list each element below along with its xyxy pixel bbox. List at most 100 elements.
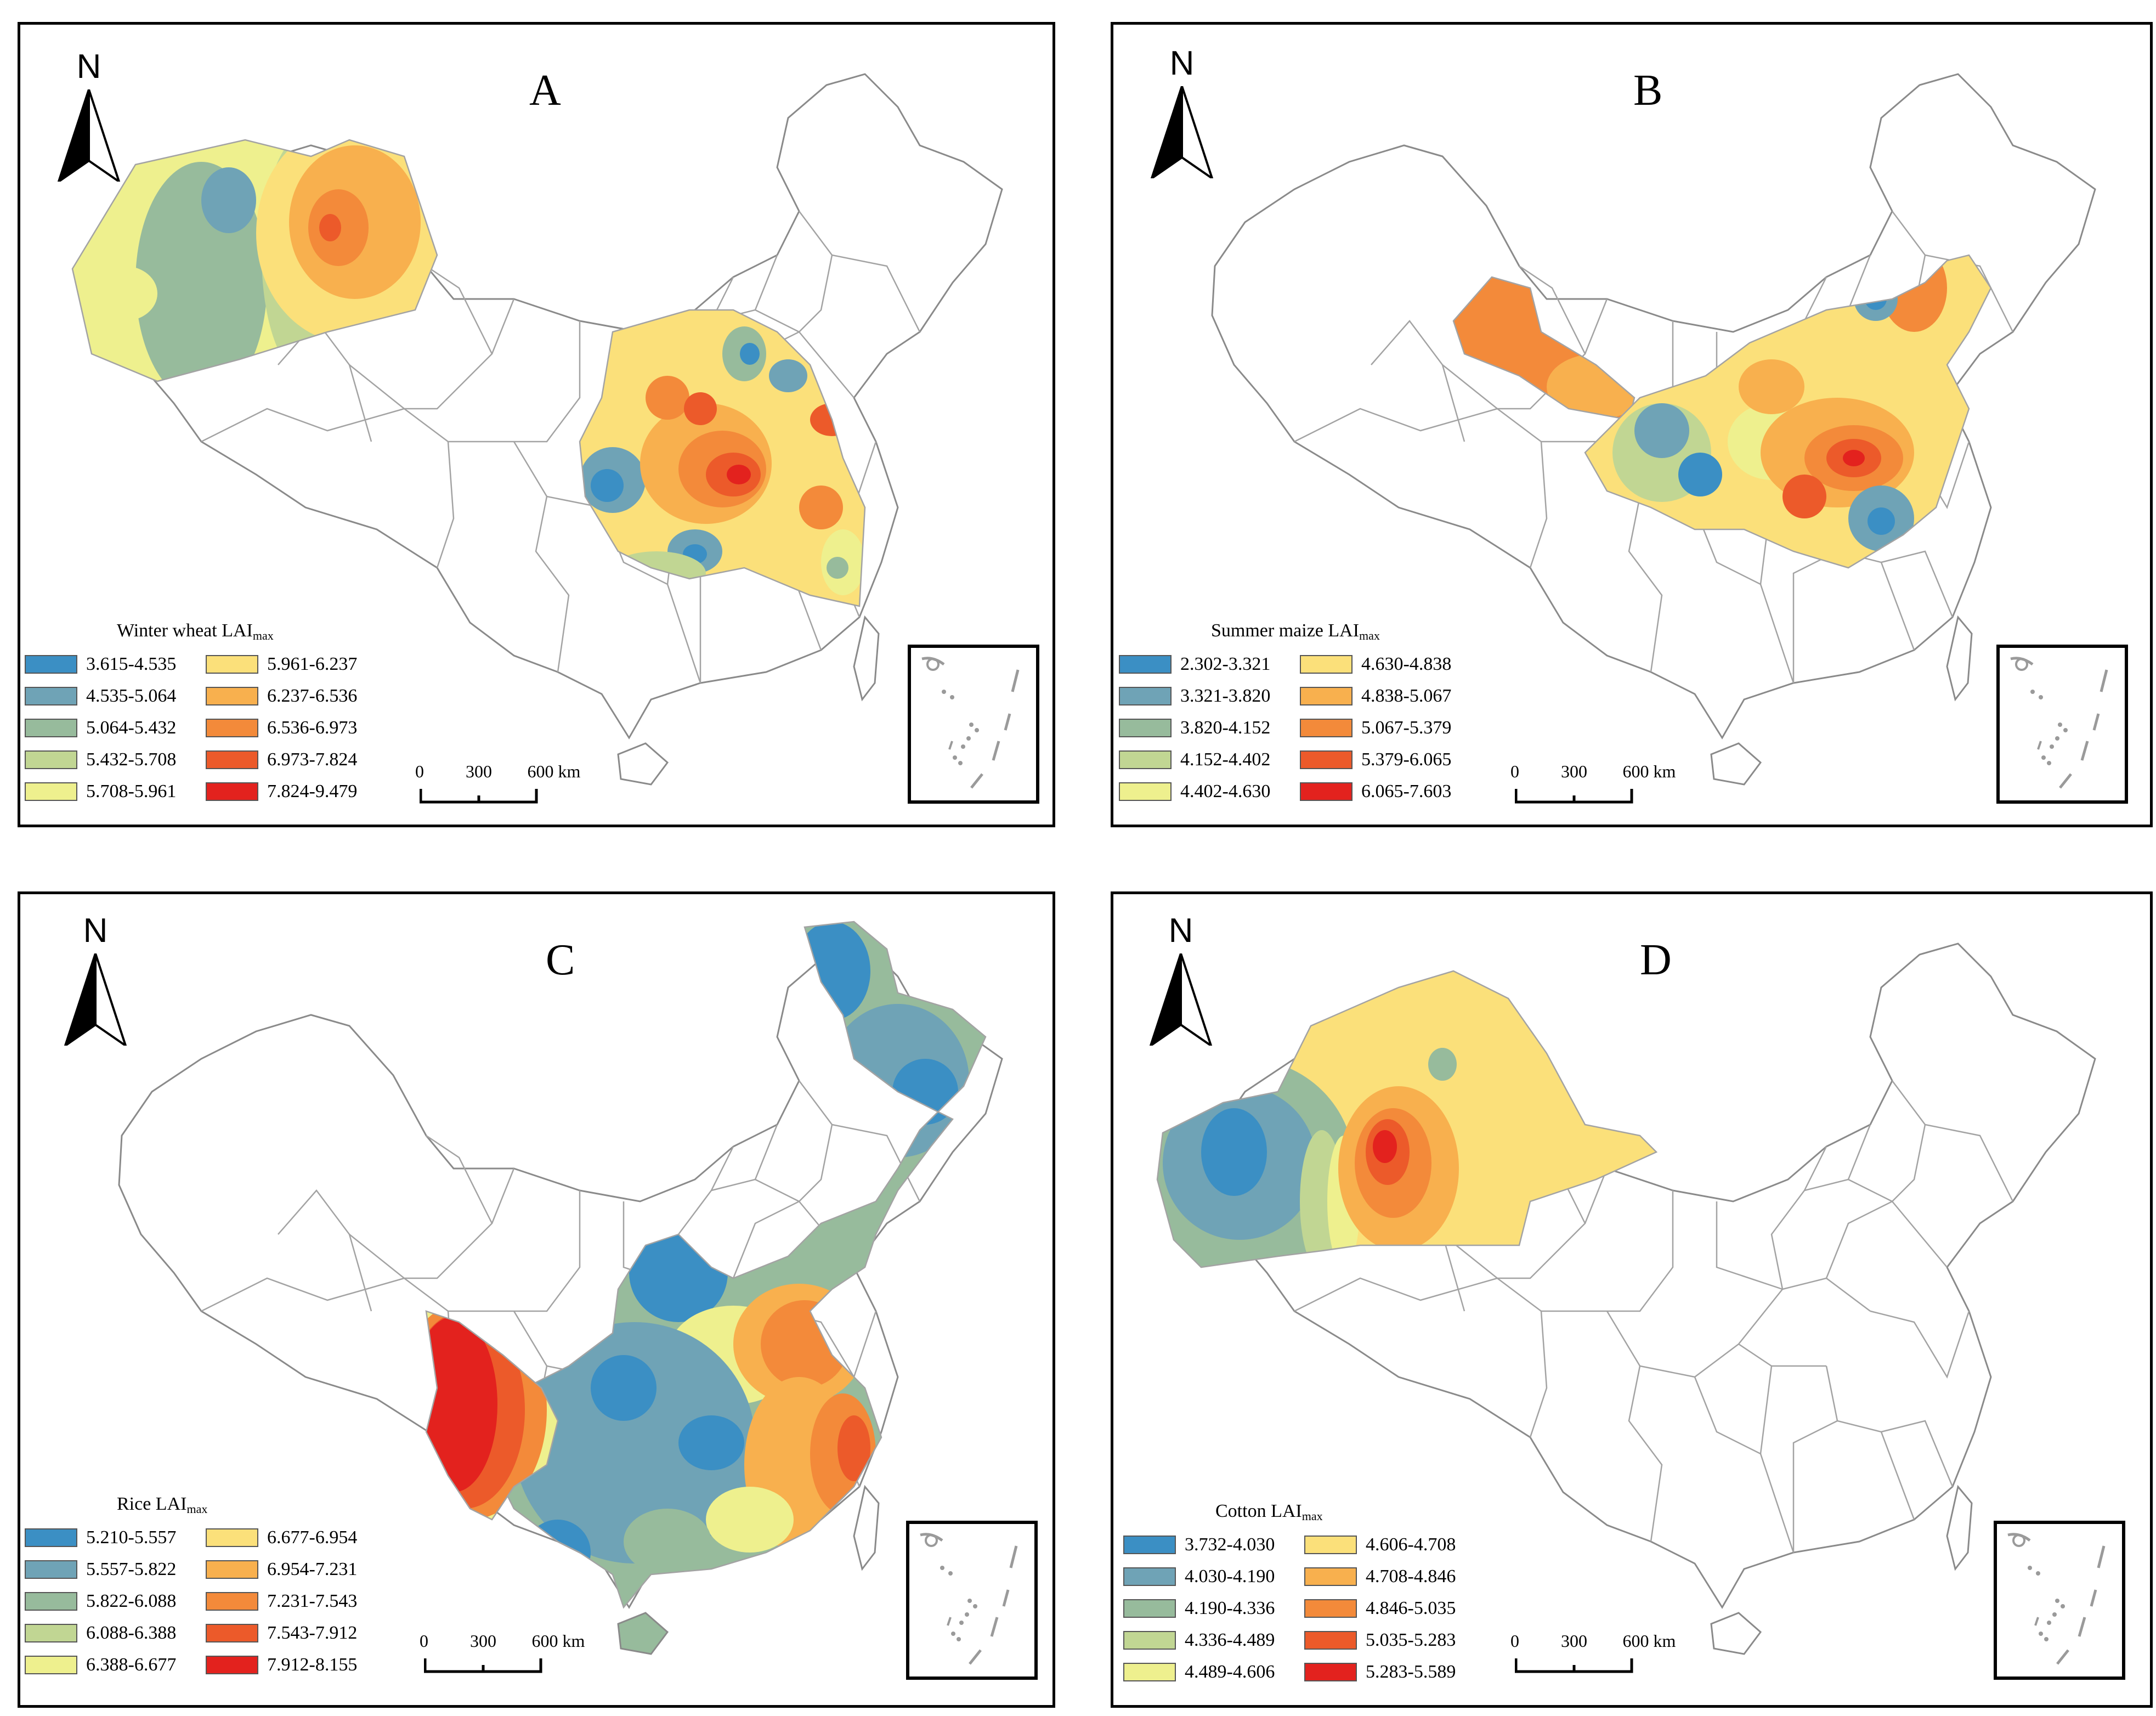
legend-swatch [25, 1624, 77, 1642]
legend-grid: 2.302-3.321 4.630-4.838 3.321-3.820 4.838-5… [1119, 654, 1481, 802]
map-winter-wheat [71, 73, 1003, 786]
legend-item: 6.973-7.824 [206, 749, 387, 770]
legend-item: 5.557-5.822 [25, 1559, 206, 1580]
legend-swatch [25, 1656, 77, 1674]
scale-label-0: 0 [415, 761, 424, 781]
legend-swatch [25, 655, 77, 674]
legend-label: 4.152-4.402 [1180, 749, 1271, 770]
legend-item: 4.190-4.336 [1123, 1598, 1304, 1619]
scale-label-600: 600 km [531, 1631, 585, 1651]
legend: Cotton LAImax 3.732-4.030 4.606-4.708 4.03… [1123, 1502, 1485, 1683]
legend-label: 6.237-6.536 [267, 686, 358, 706]
legend-swatch [25, 1592, 77, 1611]
legend-label: 3.321-3.820 [1180, 686, 1271, 706]
north-arrow: N [60, 914, 131, 1046]
legend-title: Cotton LAImax [1215, 1501, 1323, 1523]
north-label: N [83, 912, 108, 950]
legend-item: 3.615-4.535 [25, 654, 206, 675]
legend-swatch [1300, 655, 1353, 674]
legend-label: 3.732-4.030 [1185, 1534, 1275, 1555]
north-arrow-icon [1149, 953, 1213, 1046]
legend-label: 4.336-4.489 [1185, 1630, 1275, 1650]
legend-item: 5.067-5.379 [1300, 718, 1481, 738]
legend-label: 3.820-4.152 [1180, 718, 1271, 738]
legend-swatch [1304, 1567, 1357, 1586]
inset-south-china-sea [1994, 1521, 2125, 1680]
legend-item: 4.846-5.035 [1304, 1598, 1485, 1619]
scale-label-0: 0 [1510, 1631, 1519, 1651]
legend-swatch [1123, 1599, 1176, 1618]
legend-label: 7.231-7.543 [267, 1591, 358, 1611]
legend-item: 5.432-5.708 [25, 749, 206, 770]
legend-item: 4.489-4.606 [1123, 1662, 1304, 1683]
legend-swatch [206, 719, 258, 737]
legend-label: 7.912-8.155 [267, 1655, 358, 1675]
legend-label: 5.557-5.822 [86, 1559, 177, 1579]
legend-label: 6.536-6.973 [267, 718, 358, 738]
legend-item: 5.379-6.065 [1300, 749, 1481, 770]
scale-bar: 0 300 600 km [1510, 761, 1676, 812]
north-label: N [1169, 44, 1195, 82]
legend-item: 5.708-5.961 [25, 781, 206, 802]
legend-label: 5.064-5.432 [86, 718, 177, 738]
legend-swatch [1304, 1536, 1357, 1554]
legend-item: 6.536-6.973 [206, 718, 387, 738]
scale-label-600: 600 km [1622, 1631, 1676, 1651]
scale-label-600: 600 km [527, 761, 581, 781]
map-cotton [1156, 942, 2096, 1655]
legend-swatch [206, 782, 258, 801]
legend-label: 5.432-5.708 [86, 749, 177, 770]
legend-swatch [1304, 1631, 1357, 1650]
inset-south-china-sea [908, 645, 1039, 804]
legend-label: 5.822-6.088 [86, 1591, 177, 1611]
legend-label: 4.630-4.838 [1361, 654, 1452, 674]
scale-bar-line [1515, 1658, 1633, 1673]
legend-grid: 3.732-4.030 4.606-4.708 4.030-4.190 4.708-4… [1123, 1534, 1485, 1683]
legend-title: Winter wheat LAImax [117, 620, 274, 642]
legend-swatch [25, 719, 77, 737]
legend-swatch [206, 1592, 258, 1611]
legend-label: 4.708-4.846 [1366, 1566, 1456, 1587]
legend-swatch [1119, 750, 1172, 769]
legend-swatch [206, 1528, 258, 1547]
legend-item: 5.210-5.557 [25, 1527, 206, 1548]
legend-item: 3.732-4.030 [1123, 1534, 1304, 1555]
legend-label: 6.088-6.388 [86, 1623, 177, 1643]
legend-grid: 5.210-5.557 6.677-6.954 5.557-5.822 6.954-7… [25, 1527, 387, 1675]
map-summer-maize [1211, 73, 2096, 786]
legend-swatch [206, 655, 258, 674]
scale-label-300: 300 [1561, 761, 1587, 781]
scale-bar-line [424, 1658, 542, 1673]
legend-item: 3.820-4.152 [1119, 718, 1300, 738]
scale-bar-line [420, 789, 538, 804]
legend-swatch [25, 1528, 77, 1547]
legend-item: 6.237-6.536 [206, 686, 387, 707]
legend-label: 5.283-5.589 [1366, 1662, 1456, 1682]
legend-label: 4.402-4.630 [1180, 781, 1271, 801]
legend-swatch [1304, 1599, 1357, 1618]
legend-label: 3.615-4.535 [86, 654, 177, 674]
legend-swatch [1300, 782, 1353, 801]
legend-item: 5.961-6.237 [206, 654, 387, 675]
legend-swatch [1123, 1663, 1176, 1681]
legend-item: 5.822-6.088 [25, 1591, 206, 1612]
legend-swatch [206, 1656, 258, 1674]
legend-item: 5.283-5.589 [1304, 1662, 1485, 1683]
scale-label-300: 300 [1561, 1631, 1587, 1651]
scale-bar: 0 300 600 km [420, 1632, 585, 1681]
legend-label: 6.065-7.603 [1361, 781, 1452, 801]
scale-label-0: 0 [420, 1631, 428, 1651]
legend-swatch [1123, 1536, 1176, 1554]
legend-item: 3.321-3.820 [1119, 686, 1300, 707]
legend-item: 6.065-7.603 [1300, 781, 1481, 802]
legend-label: 7.824-9.479 [267, 781, 358, 801]
legend-swatch [1123, 1631, 1176, 1650]
scale-bar-line [1515, 789, 1633, 804]
panel-cotton: D N Cotton LAImax 3.732-4.030 4.606-4.708… [1111, 891, 2153, 1708]
legend-item: 4.708-4.846 [1304, 1566, 1485, 1587]
legend-item: 5.035-5.283 [1304, 1630, 1485, 1651]
legend-label: 6.388-6.677 [86, 1655, 177, 1675]
scale-bar: 0 300 600 km [415, 763, 580, 812]
legend-item: 4.152-4.402 [1119, 749, 1300, 770]
legend-swatch [25, 1560, 77, 1579]
